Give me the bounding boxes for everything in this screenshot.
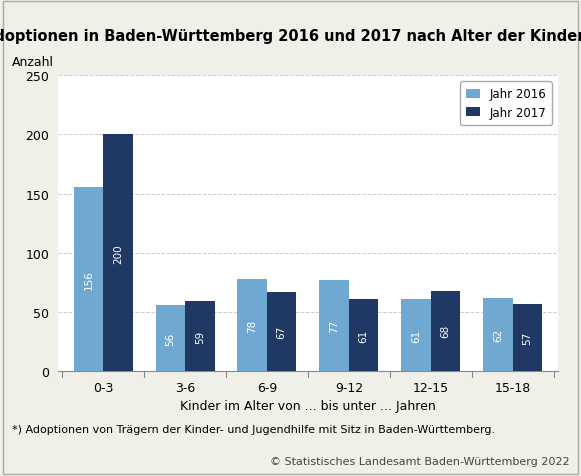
- Bar: [238, 279, 267, 371]
- Text: 156: 156: [84, 269, 94, 289]
- Bar: [401, 299, 431, 371]
- Text: © Statistisches Landesamt Baden-Württemberg 2022: © Statistisches Landesamt Baden-Württemb…: [270, 456, 569, 466]
- Text: 57: 57: [522, 331, 532, 344]
- Text: *) Adoptionen von Trägern der Kinder- und Jugendhilfe mit Sitz in Baden-Württemb: *) Adoptionen von Trägern der Kinder- un…: [12, 424, 495, 434]
- Bar: [349, 299, 378, 371]
- Text: 62: 62: [493, 328, 503, 341]
- Text: Anzahl: Anzahl: [12, 56, 53, 69]
- X-axis label: Kinder im Alter von ... bis unter ... Jahren: Kinder im Alter von ... bis unter ... Ja…: [180, 399, 436, 413]
- Text: 61: 61: [358, 328, 368, 342]
- Text: 200: 200: [113, 243, 123, 263]
- Bar: [512, 304, 542, 371]
- Text: 77: 77: [329, 319, 339, 332]
- Text: 61: 61: [411, 328, 421, 342]
- Text: Adoptionen in Baden-Württemberg 2016 und 2017 nach Alter der Kinder*): Adoptionen in Baden-Württemberg 2016 und…: [0, 29, 581, 43]
- Bar: [185, 302, 214, 371]
- Bar: [74, 187, 103, 371]
- Bar: [431, 291, 460, 371]
- Legend: Jahr 2016, Jahr 2017: Jahr 2016, Jahr 2017: [460, 82, 552, 126]
- Text: 78: 78: [248, 318, 257, 332]
- Bar: [156, 305, 185, 371]
- Text: 67: 67: [277, 325, 286, 338]
- Bar: [267, 292, 296, 371]
- Text: 56: 56: [166, 332, 175, 345]
- Bar: [103, 135, 132, 371]
- Bar: [320, 280, 349, 371]
- Text: 68: 68: [440, 325, 450, 338]
- Bar: [483, 298, 512, 371]
- Text: 59: 59: [195, 330, 205, 343]
